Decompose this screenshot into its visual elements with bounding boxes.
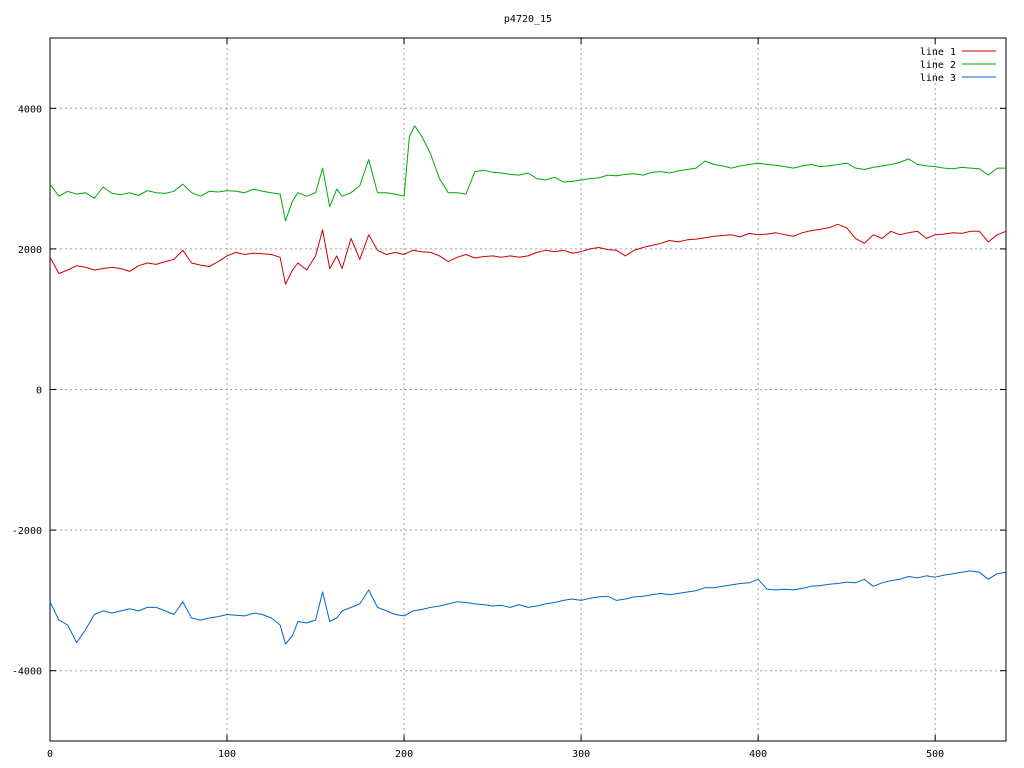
x-tick-label: 100 (218, 749, 236, 760)
y-tick-label: 2000 (18, 245, 42, 256)
x-tick-label: 200 (395, 749, 413, 760)
grid-layer (50, 38, 1006, 741)
plot-frame (49, 37, 1007, 742)
legend-label-1: line 1 (920, 47, 956, 58)
x-tick-label: 500 (926, 749, 944, 760)
series-layer (49, 125, 1007, 645)
ticks-layer: 0 100 200 300 400 500 -4000 -2000 0 2000 4000 (12, 38, 1006, 760)
series-line-1 (49, 223, 1007, 285)
series-line-2 (49, 125, 1006, 222)
y-tick-label: -4000 (12, 667, 42, 678)
y-tick-label: 4000 (18, 104, 42, 115)
x-tick-label: 300 (572, 749, 590, 760)
legend-label-3: line 3 (920, 73, 956, 84)
legend-label-2: line 2 (920, 60, 956, 71)
x-tick-label: 0 (47, 749, 53, 760)
x-tick-label: 400 (749, 749, 767, 760)
chart-title: p4720_15 (504, 14, 552, 25)
legend: line 1 line 2 line 3 (920, 47, 996, 84)
y-tick-label: 0 (36, 386, 42, 397)
series-line-3 (49, 570, 1007, 645)
y-tick-label: -2000 (12, 526, 42, 537)
